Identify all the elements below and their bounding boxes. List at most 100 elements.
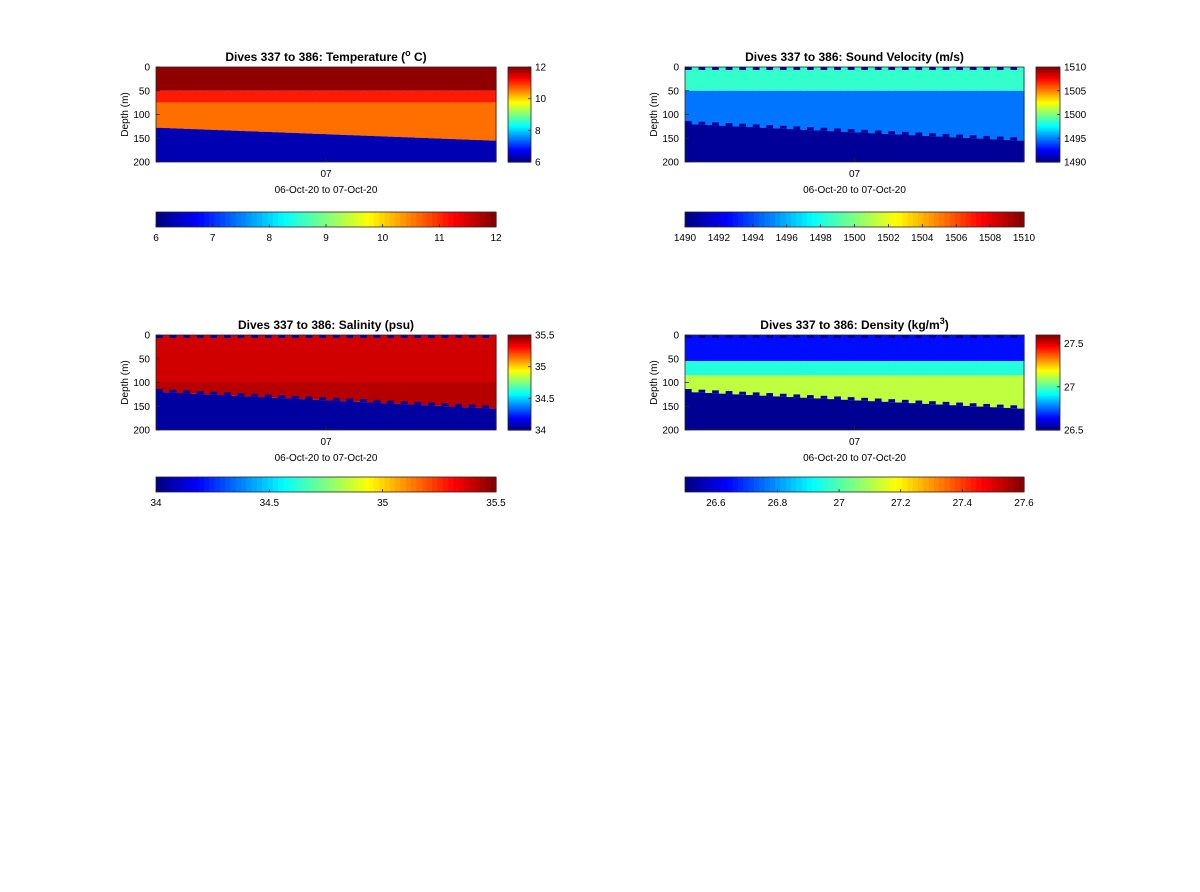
heatmap-cell [868,90,876,134]
heatmap-cell [1017,67,1025,91]
heatmap-cell [759,90,767,128]
heatmap-cell [400,102,409,138]
heatmap-cell [482,90,490,103]
colorbar-swatch [508,381,531,384]
heatmap-cell [237,90,245,103]
heatmap-cell [773,67,781,91]
heatmap-cell [976,138,984,162]
y-tick-label: 50 [668,86,680,97]
colorbar-swatch [859,212,866,227]
heatmap-cell [712,335,720,362]
surface-step [847,67,855,70]
heatmap-cell [1003,361,1012,376]
heatmap-cell [244,335,252,383]
colorbar-swatch [241,212,247,227]
heatmap-cell [421,138,429,162]
heatmap-cell [285,67,293,91]
colorbar-swatch [405,477,412,492]
colorbar-swatch [1036,132,1060,135]
heatmap-cell [326,90,334,103]
colorbar-swatch [828,477,834,492]
heatmap-cell [983,335,991,362]
chart-title: Dives 337 to 386: Salinity (psu) [238,318,414,332]
heatmap-cell [332,67,341,91]
heatmap-cell [387,67,395,91]
colorbar-swatch [508,349,531,352]
colorbar-swatch [1036,102,1060,105]
heatmap-cell [339,401,347,430]
heatmap-cell [373,136,381,162]
surface-step [698,67,706,70]
colorbar-swatch [347,212,354,227]
heatmap-cell [366,335,375,383]
colorbar-swatch [508,75,531,78]
surface-step [779,67,787,70]
y-tick-label: 200 [133,426,150,437]
heatmap-cell [353,135,361,162]
colorbar-tick-label: 1510 [1064,63,1087,74]
colorbar-swatch [384,477,391,492]
heatmap-cell [312,382,320,400]
colorbar-swatch [304,212,311,227]
bottom-colorbar: 26.6 26.8 27 27.2 27.4 27.6 [684,476,1034,509]
colorbar-swatch [278,477,285,492]
colorbar-swatch [508,110,531,113]
colorbar-swatch [685,212,691,227]
colorbar-swatch [171,477,178,492]
colorbar-swatch [448,212,455,227]
surface-step [685,67,692,70]
bottom-step [725,391,733,395]
colorbar-tick-label: 9 [323,233,329,244]
colorbar-swatch [508,118,531,122]
colorbar-swatch [1018,477,1025,492]
heatmap-cell [793,90,801,130]
heatmap-cell [847,335,856,362]
heatmap-cell [746,335,754,362]
surface-step [942,335,950,338]
heatmap-cell [421,382,429,406]
surface-step [319,335,326,338]
colorbar-swatch [1036,428,1060,431]
side-colorbar: 12 10 8 6 [507,63,547,169]
colorbar-frame [1035,334,1061,431]
heatmap-cell [990,67,998,91]
heatmap-cell [929,136,937,162]
colorbar-swatch [965,477,972,492]
surface-step [346,335,354,338]
heatmap-sound_velocity [685,67,1025,163]
heatmap-cell [271,335,279,383]
heatmap-cell [698,375,706,393]
surface-step [956,67,963,70]
colorbar-swatch [198,212,205,227]
heatmap-cell [1003,67,1012,91]
colorbar-swatch [310,212,316,227]
heatmap-cell [908,67,917,91]
colorbar-swatch [896,212,903,227]
colorbar-swatch [246,477,253,492]
heatmap-cell [793,67,801,91]
colorbar-swatch [1036,124,1060,127]
bottom-colorbar: 1490 1492 1494 1496 1498 1500 1502 1504 1506 1508… [674,211,1036,244]
heatmap-cell [840,90,849,132]
colorbar-swatch [1008,212,1015,227]
heatmap-cell [827,90,835,132]
colorbar-swatch [326,212,332,227]
heatmap-cell [881,361,889,376]
heatmap-cell [922,67,930,91]
colorbar-swatch [801,212,808,227]
colorbar-swatch [1036,71,1060,74]
y-tick-label: 200 [133,158,150,169]
colorbar-swatch [992,212,999,227]
colorbar-tick-label: 7 [210,233,216,244]
colorbar-swatch [1036,123,1060,126]
heatmap-cell [448,406,456,430]
heatmap-cell [685,67,693,91]
colorbar-swatch [1036,370,1060,373]
heatmap-cell [854,90,862,133]
heatmap-cell [373,102,381,137]
colorbar-swatch [508,376,531,379]
colorbar-swatch [1036,67,1060,70]
colorbar-swatch [986,477,993,492]
heatmap-cell [725,394,734,430]
colorbar-swatch [737,212,744,227]
